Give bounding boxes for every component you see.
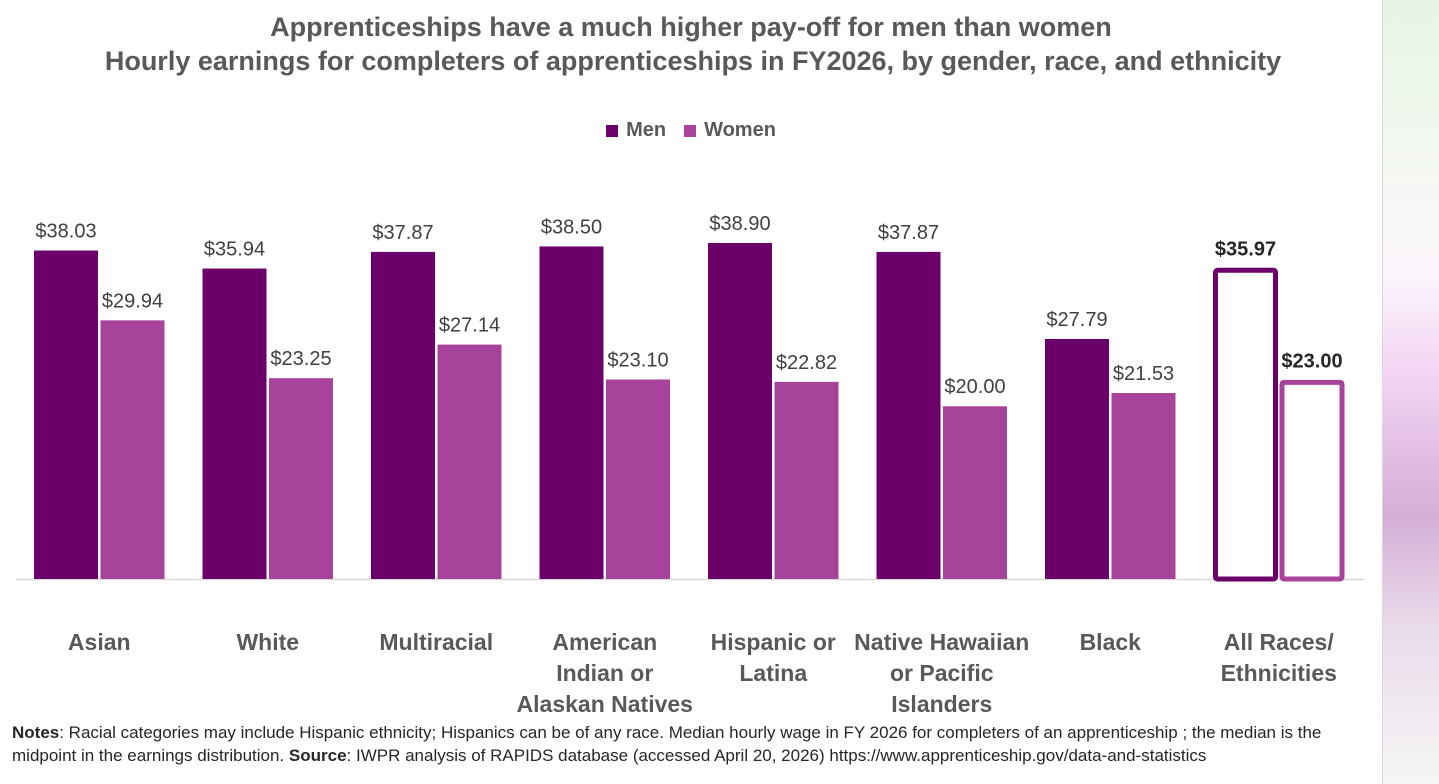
bar-women-6 [1111, 393, 1176, 579]
bar-men-0 [34, 250, 98, 579]
category-label-line: Hispanic or [711, 629, 836, 655]
category-label-2: Multiracial [379, 629, 493, 655]
bar-women-4 [774, 381, 839, 579]
category-label-line: Native Hawaiian [854, 629, 1029, 655]
category-label-line: White [236, 629, 299, 655]
legend-swatch-men [606, 124, 619, 137]
notes-text: : Racial categories may include Hispanic… [12, 723, 1322, 765]
category-label-line: All Races/ [1224, 629, 1335, 655]
category-label-line: Asian [68, 629, 131, 655]
bar-women-1 [269, 378, 333, 579]
data-label-women-6: $21.53 [1113, 363, 1174, 385]
bar-men-2 [371, 251, 435, 579]
category-label-line: Multiracial [379, 629, 493, 655]
chart-panel: Apprenticeships have a much higher pay-o… [0, 0, 1383, 784]
category-label-7: All Races/Ethnicities [1221, 629, 1337, 686]
source-label: Source [288, 746, 347, 765]
category-label-6: Black [1080, 629, 1142, 655]
category-label-line: Indian or [556, 660, 653, 686]
category-label-1: White [236, 629, 299, 655]
bar-women-0 [100, 320, 165, 579]
data-label-women-5: $20.00 [944, 376, 1005, 398]
category-label-3: American Indian or Alaskan Natives [517, 629, 693, 717]
bar-women-2 [437, 344, 502, 579]
bar-men-4 [708, 243, 772, 579]
data-label-women-4: $22.82 [776, 352, 837, 374]
category-label-line: Black [1080, 629, 1142, 655]
bar-women-5 [943, 406, 1007, 579]
chart-legend: Men Women [0, 119, 1382, 142]
category-label-line: Alaskan Natives [517, 691, 693, 717]
bar-chart: $38.03 $29.94 Asian $35.94 $23.25 White $37.87… [16, 213, 1364, 717]
bar-men-5 [876, 251, 941, 579]
data-label-men-0: $38.03 [35, 221, 96, 243]
data-label-women-0: $29.94 [102, 290, 163, 312]
data-label-women-2: $27.14 [439, 315, 500, 337]
data-label-women-3: $23.10 [607, 349, 668, 371]
legend-label-women: Women [704, 119, 776, 141]
data-label-men-5: $37.87 [878, 222, 939, 244]
data-label-men-4: $38.90 [709, 213, 770, 235]
category-label-line: or Pacific [890, 660, 994, 686]
data-label-men-1: $35.94 [204, 239, 265, 261]
chart-subtitle: Hourly earnings for completers of appren… [104, 46, 1282, 76]
bar-men-1 [202, 268, 267, 579]
category-label-5: Native Hawaiian or Pacific Islanders [854, 629, 1029, 717]
legend-item-men: Men [606, 119, 666, 142]
chart-notes: Notes: Racial categories may include His… [12, 721, 1372, 767]
category-label-0: Asian [68, 629, 131, 655]
legend-swatch-women [684, 124, 697, 137]
source-text: : IWPR analysis of RAPIDS database (acce… [346, 746, 1207, 765]
category-label-line: Latina [739, 660, 807, 686]
data-label-women-7: $23.00 [1281, 350, 1342, 372]
bar-women-7 [1279, 379, 1345, 582]
data-label-men-6: $27.79 [1046, 309, 1107, 331]
side-decoration [1383, 0, 1439, 784]
chart-title: Apprenticeships have a much higher pay-o… [270, 12, 1112, 42]
category-label-line: American [552, 629, 657, 655]
legend-item-women: Women [684, 119, 776, 142]
data-label-men-2: $37.87 [372, 222, 433, 244]
legend-label-men: Men [626, 119, 667, 141]
data-label-men-7: $35.97 [1215, 238, 1276, 260]
category-label-line: Ethnicities [1221, 660, 1337, 686]
data-label-women-1: $23.25 [270, 348, 331, 370]
notes-label: Notes [12, 723, 60, 742]
bar-men-7 [1213, 267, 1278, 582]
data-label-men-3: $38.50 [541, 216, 602, 238]
bar-men-6 [1045, 338, 1109, 579]
bar-men-3 [539, 246, 604, 579]
category-label-4: Hispanic or Latina [711, 629, 836, 686]
category-label-line: Islanders [891, 691, 992, 717]
bar-women-3 [606, 379, 670, 579]
